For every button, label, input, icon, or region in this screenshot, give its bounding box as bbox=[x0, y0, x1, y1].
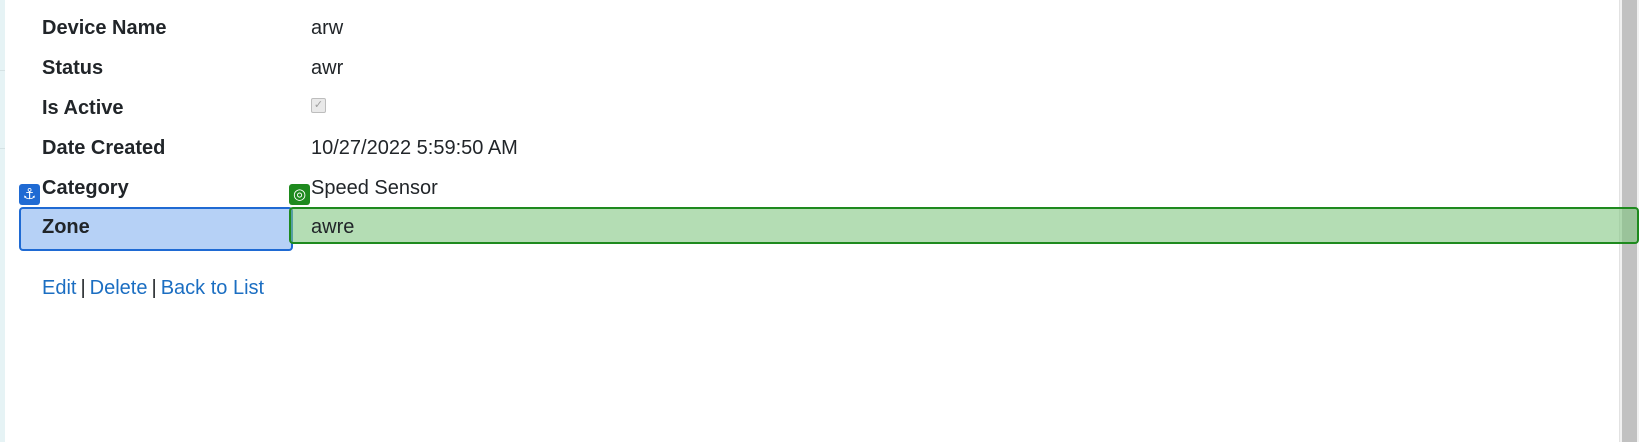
is-active-label: Is Active bbox=[42, 97, 124, 119]
date-created-value: 10/27/2022 5:59:50 AM bbox=[311, 137, 518, 159]
date-created-label: Date Created bbox=[42, 137, 166, 159]
zone-label: Zone bbox=[42, 216, 90, 238]
device-name-label: Device Name bbox=[42, 17, 167, 39]
anchor-highlight-box bbox=[19, 207, 293, 251]
status-label: Status bbox=[42, 57, 104, 79]
is-active-checkbox: ✓ bbox=[311, 98, 326, 113]
delete-link[interactable]: Delete bbox=[89, 277, 148, 299]
separator: | bbox=[80, 277, 86, 299]
target-icon: ◎ bbox=[289, 184, 310, 205]
anchor-icon: ⚓ bbox=[19, 184, 40, 205]
target-highlight-box bbox=[289, 207, 1639, 244]
zone-value: awre bbox=[311, 216, 355, 238]
edit-link[interactable]: Edit bbox=[42, 277, 77, 299]
left-edge-strip bbox=[0, 0, 5, 442]
back-to-list-link[interactable]: Back to List bbox=[160, 277, 265, 299]
category-label: Category bbox=[42, 177, 129, 199]
separator: | bbox=[151, 277, 157, 299]
category-value: Speed Sensor bbox=[311, 177, 438, 199]
status-value: awr bbox=[311, 57, 344, 79]
action-links: Edit | Delete | Back to List bbox=[42, 275, 264, 301]
device-name-value: arw bbox=[311, 17, 344, 39]
